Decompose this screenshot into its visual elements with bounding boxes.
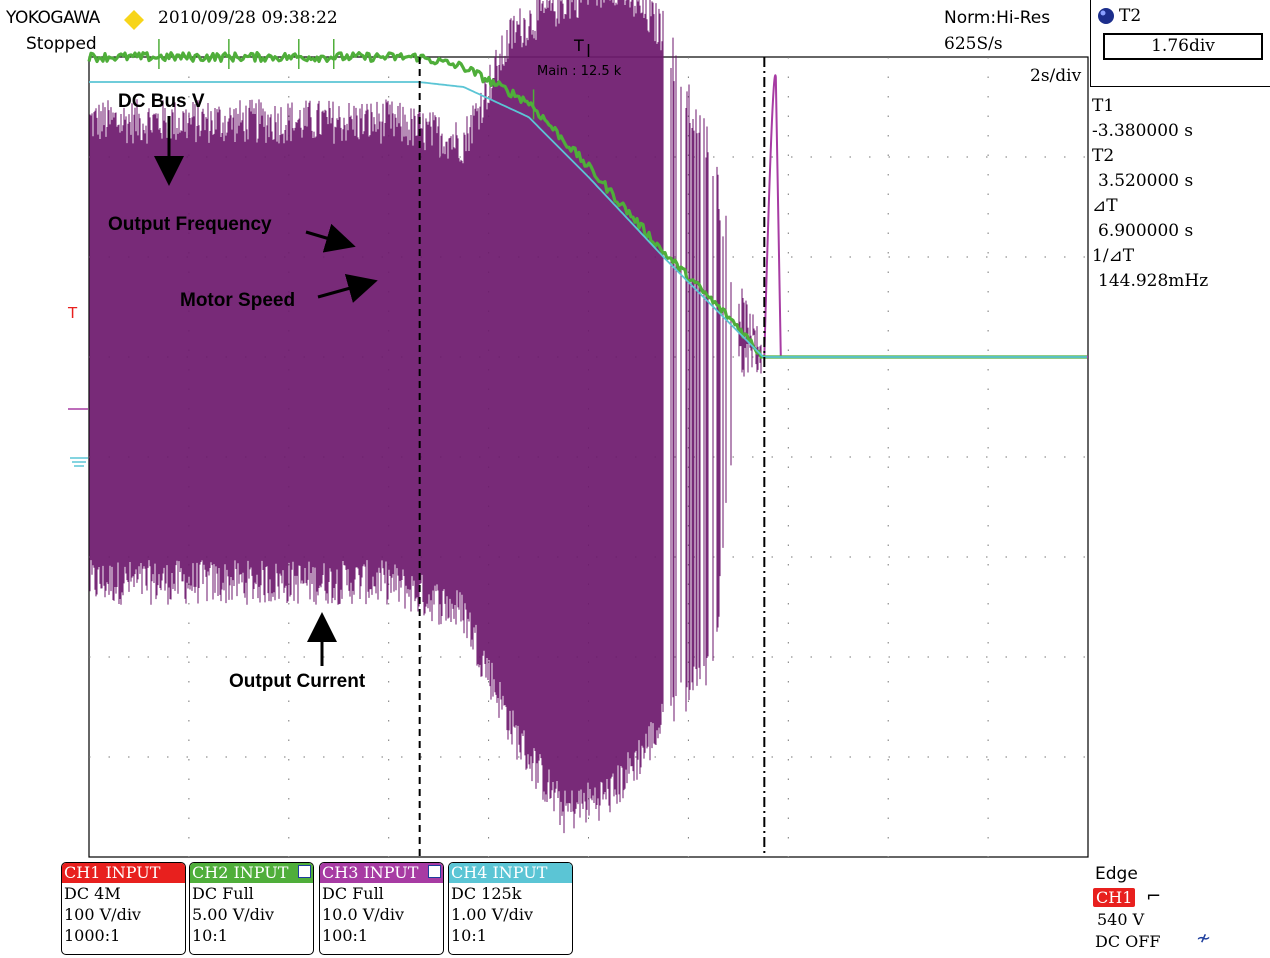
channel-header: CH1 INPUT [62,863,185,883]
falling-edge-icon: ⌐ [1146,886,1162,907]
acquisition-mode: Norm:Hi-Res [944,8,1051,28]
channel-markers: T [67,304,88,467]
channel-scale: 1.00 V/div [451,905,534,924]
cursor-position-field[interactable]: 1.76div [1103,33,1263,60]
channel-scale: 100 V/div [64,905,141,924]
yellow-diamond-icon [124,10,144,30]
current-spike [763,74,782,358]
ch1-trigger-marker: T [67,304,78,322]
cursor-dot-icon [1098,8,1114,24]
channel-header: CH4 INPUT [449,863,572,883]
trigger-source[interactable]: CH1 [1093,888,1136,907]
channel-box-ch2[interactable]: CH2 INPUT DC Full 5.00 V/div 10:1 [189,862,314,955]
sample-rate: 625S/s [944,34,1003,54]
channel-probe: 100:1 [322,926,369,945]
timebase: 2s/div [1030,66,1082,86]
delta-t-label: ⊿T [1092,196,1118,216]
channel-header: CH2 INPUT [190,863,313,883]
series-output-current [89,0,1088,834]
channel-box-ch4[interactable]: CH4 INPUT DC 125k 1.00 V/div 10:1 [448,862,573,955]
channel-box-ch3[interactable]: CH3 INPUT DC Full 10.0 V/div 100:1 [319,862,444,955]
time-cursors [418,44,766,857]
channel-scale: 10.0 V/div [322,905,405,924]
channel-probe: 10:1 [192,926,228,945]
t2-label: T2 [1092,146,1115,166]
inverse-delta-label: 1/⊿T [1092,246,1135,266]
arrow-output-frequency [305,223,356,253]
arrow-motor-speed [317,273,378,303]
bandwidth-filter-icon [428,865,441,878]
channel-box-ch1[interactable]: CH1 INPUT DC 4M 100 V/div 1000:1 [61,862,186,955]
channel-coupling: DC 125k [451,884,522,903]
annotation-dc-bus: DC Bus V [118,91,205,112]
brand-logo: YOKOGAWA [6,8,100,28]
channel-header: CH3 INPUT [320,863,443,883]
annotation-arrows [154,116,378,666]
noise-reject-icon: ≁ [1196,928,1212,949]
inverse-delta-value: 144.928mHz [1098,271,1209,291]
annotation-output-frequency: Output Frequency [108,214,272,235]
t1-value: -3.380000 s [1092,121,1193,141]
trigger-position-icon: T [574,36,584,55]
capture-datetime: 2010/09/28 09:38:22 [158,8,338,28]
delta-t-value: 6.900000 s [1098,221,1194,241]
trigger-level: 540 V [1097,910,1145,929]
annotation-motor-speed: Motor Speed [180,290,296,311]
t2-value: 3.520000 s [1098,171,1194,191]
channel-coupling: DC 4M [64,884,121,903]
channel-probe: 10:1 [451,926,487,945]
channel-coupling: DC Full [192,884,254,903]
trigger-filter: DC OFF [1095,932,1161,951]
annotation-output-current: Output Current [229,671,366,692]
channel-coupling: DC Full [322,884,384,903]
channel-scale: 5.00 V/div [192,905,275,924]
trigger-position-label: Main : 12.5 k [537,64,622,79]
cursor-measurements: T1 -3.380000 s T2 3.520000 s ⊿T 6.900000… [1092,94,1208,294]
cursor-position-panel: T2 1.76div [1090,0,1270,87]
series-line-motor-speed [89,81,1087,358]
active-cursor-label: T2 [1119,6,1142,26]
bandwidth-filter-icon [298,865,311,878]
t1-label: T1 [1092,96,1115,116]
channel-probe: 1000:1 [64,926,121,945]
trigger-type: Edge [1095,864,1138,884]
run-status: Stopped [26,34,97,54]
traces [87,39,1087,359]
